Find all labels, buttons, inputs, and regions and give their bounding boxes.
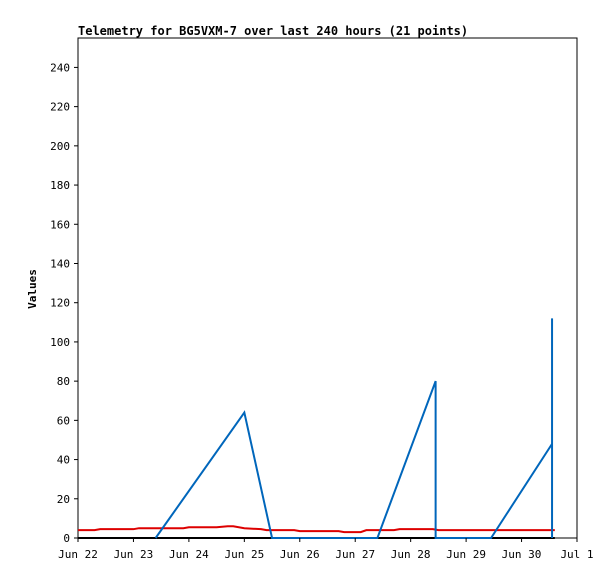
series-line-3: [154, 318, 554, 539]
x-tick-label: Jun 27: [335, 548, 375, 561]
x-tick-label: Jun 25: [224, 548, 264, 561]
y-tick-label: 120: [50, 297, 70, 310]
x-tick-label: Jun 28: [391, 548, 431, 561]
plot-frame: [77, 37, 578, 539]
x-tick-label: Jun 23: [114, 548, 154, 561]
y-tick-label: 200: [50, 140, 70, 153]
y-tick-label: 100: [50, 336, 70, 349]
y-tick-label: 140: [50, 257, 70, 270]
y-tick-label: 80: [57, 375, 70, 388]
x-tick-label: Jul 1: [560, 548, 593, 561]
y-axis-label: Values: [26, 269, 39, 309]
x-axis: Jun 22 Jun 23 Jun 24 Jun 25 Jun 26 Jun 27 Jun …: [58, 538, 594, 561]
chart-title: Telemetry for BG5VXM-7 over last 240 hou…: [78, 24, 468, 38]
y-tick-label: 40: [57, 454, 70, 467]
y-tick-label: 180: [50, 179, 70, 192]
y-tick-label: 0: [63, 532, 70, 545]
y-tick-label: 20: [57, 493, 70, 506]
y-tick-label: 240: [50, 61, 70, 74]
y-tick-label: 60: [57, 414, 70, 427]
y-axis: 0 20 40 60 80 100 120 140 160 180 200 220 240: [50, 61, 78, 545]
series-layer: [78, 318, 555, 539]
series-line-2: [78, 525, 555, 534]
y-tick-label: 220: [50, 101, 70, 114]
x-tick-label: Jun 24: [169, 548, 209, 561]
y-tick-label: 160: [50, 218, 70, 231]
x-tick-label: Jun 22: [58, 548, 98, 561]
x-tick-label: Jun 29: [446, 548, 486, 561]
x-tick-label: Jun 30: [502, 548, 542, 561]
x-tick-label: Jun 26: [280, 548, 320, 561]
